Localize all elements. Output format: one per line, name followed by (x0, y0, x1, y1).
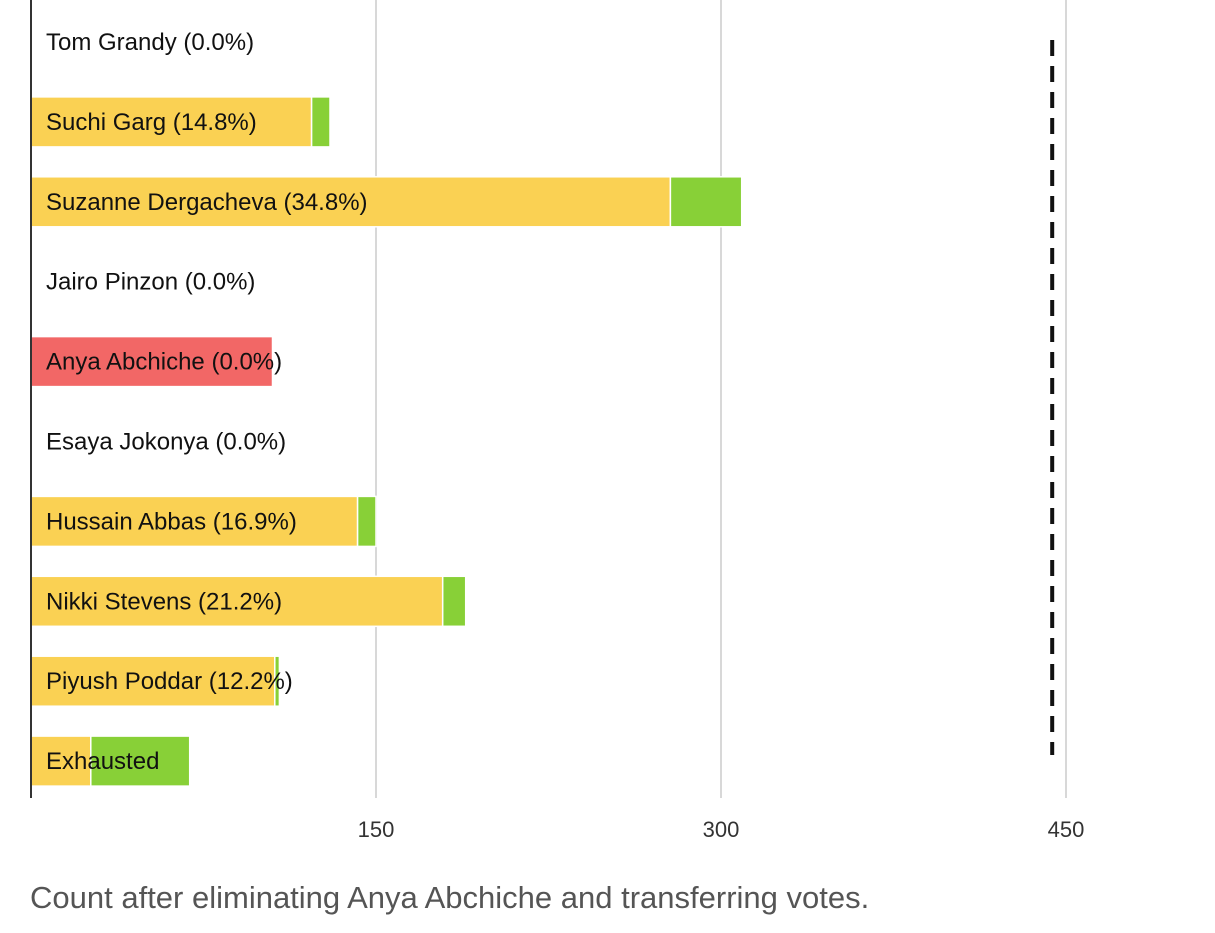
x-tick-label: 150 (358, 817, 395, 842)
gridlines (375, 0, 1067, 798)
bar-segment (356, 495, 377, 548)
bar-segment (30, 655, 276, 707)
category-label: Nikki Stevens (21.2%) (46, 588, 282, 615)
vote-count-chart: Tom Grandy (0.0%) Suchi Garg (14.8%) Suzan… (30, 0, 1085, 842)
category-label: Suzanne Dergacheva (34.8%) (46, 189, 368, 216)
category-label: Tom Grandy (0.0%) (46, 29, 254, 56)
x-axis-ticks: 150 300 450 (358, 817, 1085, 842)
category-label: Piyush Poddar (12.2%) (46, 668, 293, 695)
bar-segment (274, 655, 281, 707)
bar-segment (90, 735, 191, 787)
bars (30, 96, 743, 787)
bar-segment (310, 96, 331, 148)
bar-segment (441, 575, 467, 628)
bar-segment (30, 575, 444, 628)
x-tick-label: 450 (1048, 817, 1085, 842)
bar-segment (30, 335, 274, 388)
category-label: Jairo Pinzon (0.0%) (46, 269, 255, 296)
category-label: Exhausted (46, 748, 159, 775)
category-label: Esaya Jokonya (0.0%) (46, 429, 286, 456)
bar-segment (30, 96, 313, 148)
category-labels: Tom Grandy (0.0%) Suchi Garg (14.8%) Suzan… (46, 29, 368, 775)
category-label: Anya Abchiche (0.0%) (46, 349, 282, 376)
category-label: Suchi Garg (14.8%) (46, 109, 257, 136)
bar-segment (669, 176, 743, 228)
category-label: Hussain Abbas (16.9%) (46, 508, 297, 535)
bar-segment (30, 495, 359, 548)
chart-caption: Count after eliminating Anya Abchiche an… (30, 880, 870, 915)
x-tick-label: 300 (703, 817, 740, 842)
